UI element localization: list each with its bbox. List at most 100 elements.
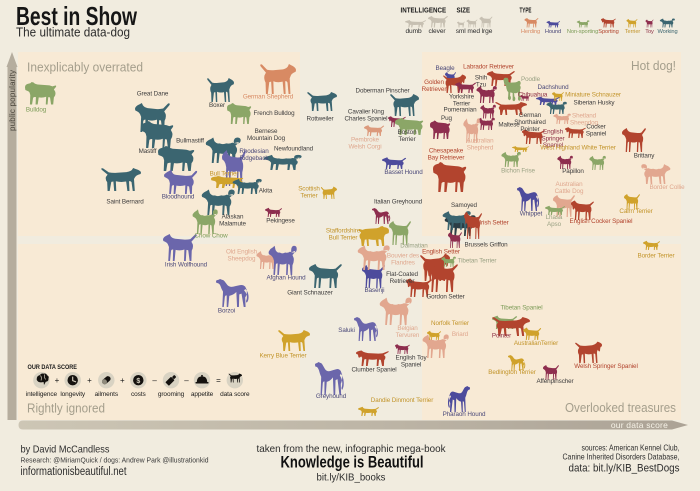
svg-text:Working: Working [657,29,677,35]
svg-text:costs: costs [131,391,147,398]
svg-text:Irish Setter: Irish Setter [479,220,508,227]
svg-text:Hot dog!: Hot dog! [631,59,676,73]
svg-text:Sporting: Sporting [598,29,618,35]
svg-text:Spaniel: Spaniel [401,361,421,368]
svg-text:INTELLIGENCE: INTELLIGENCE [401,7,447,14]
svg-text:Afghan Hound: Afghan Hound [266,275,306,282]
svg-text:Papillon: Papillon [562,168,584,175]
svg-text:Bouvier des: Bouvier des [387,252,419,259]
svg-text:Belgian: Belgian [397,325,418,332]
svg-text:data: bit.ly/KIB_BestDogs: data: bit.ly/KIB_BestDogs [569,462,680,474]
svg-text:Spaniel: Spaniel [543,142,563,149]
svg-text:Hound: Hound [545,29,561,35]
svg-text:Italian Greyhound: Italian Greyhound [374,199,423,206]
svg-text:Chihuahua: Chihuahua [518,91,548,98]
svg-text:TYPE: TYPE [520,7,532,14]
svg-text:Scottish: Scottish [298,186,320,193]
svg-text:Newfoundland: Newfoundland [274,146,314,153]
svg-text:Pekingese: Pekingese [266,218,295,225]
svg-text:dumb: dumb [405,28,422,35]
svg-text:Greyhound: Greyhound [316,393,347,400]
svg-text:clever: clever [429,28,447,35]
svg-text:Lhasa: Lhasa [546,214,563,221]
svg-text:Bull Terrier: Bull Terrier [210,171,239,178]
svg-text:our data score: our data score [611,420,668,430]
svg-text:Bichon Frise: Bichon Frise [501,168,535,175]
svg-text:Pomeranian: Pomeranian [444,107,478,114]
svg-text:Shepherd: Shepherd [467,144,494,151]
svg-text:OUR DATA SCORE: OUR DATA SCORE [28,364,78,371]
svg-text:Charles Spaniel: Charles Spaniel [345,115,388,122]
svg-text:Pug: Pug [441,115,453,122]
svg-text:Australian: Australian [555,181,583,188]
svg-text:–: – [184,376,189,385]
svg-text:+: + [87,376,92,385]
svg-text:Briard: Briard [452,331,469,338]
svg-text:Bernese: Bernese [255,128,278,135]
svg-text:Bull Terrier: Bull Terrier [329,234,358,241]
svg-text:Giant Schnauzer: Giant Schnauzer [287,290,332,297]
svg-text:sml med lrge: sml med lrge [456,28,493,35]
svg-text:Bay Retriever: Bay Retriever [428,154,465,161]
svg-text:Terrier: Terrier [300,192,317,199]
svg-text:appetite: appetite [191,391,214,398]
svg-text:Mountain Dog: Mountain Dog [247,135,286,142]
svg-text:Flandres: Flandres [391,259,415,266]
svg-text:Borzoi: Borzoi [218,308,235,315]
svg-text:German: German [519,112,542,119]
svg-text:Clumber Spaniel: Clumber Spaniel [351,367,396,374]
svg-text:Bulldog: Bulldog [26,107,47,114]
svg-text:Pointer: Pointer [520,126,539,133]
svg-text:Non-sporting: Non-sporting [567,29,598,35]
svg-text:Herding: Herding [521,29,540,35]
svg-text:The ultimate data-dog: The ultimate data-dog [16,26,130,40]
svg-text:German Shepherd: German Shepherd [243,94,294,101]
svg-text:Springer: Springer [541,135,564,142]
svg-text:Shorthaired: Shorthaired [514,119,546,126]
svg-text:Dachshund: Dachshund [538,84,570,91]
svg-text:Bullmastiff: Bullmastiff [176,138,204,145]
svg-text:Chesapeake: Chesapeake [429,147,464,154]
svg-text:Canine Inherited Disorders Dat: Canine Inherited Disorders Database, [563,452,680,461]
svg-text:English Toy: English Toy [396,354,428,361]
svg-text:Gordon Setter: Gordon Setter [426,294,464,301]
svg-text:Kerry Blue Terrier: Kerry Blue Terrier [259,353,306,360]
svg-text:Staffordshire: Staffordshire [326,227,361,234]
svg-text:Sheepdog: Sheepdog [570,119,599,126]
svg-text:Affenpinscher: Affenpinscher [536,378,573,385]
svg-text:Apso: Apso [547,221,562,228]
svg-text:Saint Bernard: Saint Bernard [106,199,144,206]
svg-text:Best in Show: Best in Show [16,1,138,31]
svg-text:ailments: ailments [95,391,119,398]
svg-text:taken from the new, infographi: taken from the new, infographic mega-boo… [257,443,447,455]
svg-text:Cocker: Cocker [586,124,605,131]
svg-text:=: = [216,376,221,385]
svg-text:Tibetan Spaniel: Tibetan Spaniel [500,305,542,312]
svg-text:Flat-Coated: Flat-Coated [386,271,418,278]
svg-text:intelligence: intelligence [26,391,58,398]
svg-text:Ridgeback: Ridgeback [240,155,270,162]
svg-text:Spaniel: Spaniel [586,130,606,137]
svg-text:grooming: grooming [158,391,185,398]
svg-text:Basenji: Basenji [365,287,385,294]
svg-text:Shetland: Shetland [572,112,597,119]
svg-text:longevity: longevity [60,391,86,398]
svg-text:Rhodesian: Rhodesian [239,148,269,155]
svg-text:English: English [543,128,564,135]
svg-text:+: + [55,376,60,385]
svg-text:Doberman Pinscher: Doberman Pinscher [356,88,410,95]
svg-text:Irish Wolfhound: Irish Wolfhound [165,262,208,269]
svg-text:Pharaoh Hound: Pharaoh Hound [443,411,486,418]
svg-text:Brussels Griffon: Brussels Griffon [464,242,508,249]
svg-text:Cairn Terrier: Cairn Terrier [619,208,652,215]
svg-text:Basset Hound: Basset Hound [384,169,423,176]
svg-text:Akita: Akita [259,188,273,195]
svg-text:SIZE: SIZE [457,7,471,14]
svg-text:Boxer: Boxer [209,102,225,109]
svg-text:West Highland White Terrier: West Highland White Terrier [540,145,615,152]
svg-text:$: $ [136,378,140,385]
svg-text:Whippet: Whippet [520,211,543,218]
svg-text:public popularity: public popularity [8,70,17,131]
svg-text:Samoyed: Samoyed [451,202,477,209]
svg-text:+: + [120,376,125,385]
